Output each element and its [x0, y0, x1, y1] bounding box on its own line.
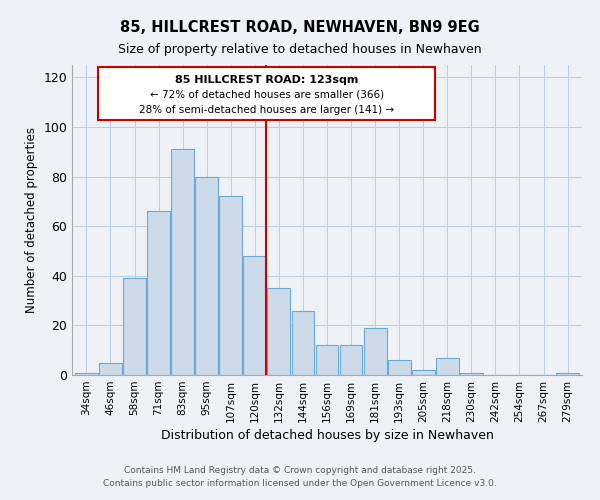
X-axis label: Distribution of detached houses by size in Newhaven: Distribution of detached houses by size …: [161, 429, 493, 442]
Y-axis label: Number of detached properties: Number of detached properties: [25, 127, 38, 313]
Bar: [220, 196, 242, 375]
Bar: [460, 372, 483, 375]
Bar: [556, 372, 579, 375]
Bar: [123, 278, 146, 375]
Bar: [195, 176, 218, 375]
Text: Contains HM Land Registry data © Crown copyright and database right 2025.
Contai: Contains HM Land Registry data © Crown c…: [103, 466, 497, 487]
Bar: [75, 372, 98, 375]
Bar: [316, 345, 338, 375]
Text: ← 72% of detached houses are smaller (366): ← 72% of detached houses are smaller (36…: [150, 90, 384, 100]
Bar: [436, 358, 459, 375]
Bar: [388, 360, 410, 375]
Bar: [147, 212, 170, 375]
Text: Size of property relative to detached houses in Newhaven: Size of property relative to detached ho…: [118, 42, 482, 56]
Bar: [292, 310, 314, 375]
Bar: [268, 288, 290, 375]
Bar: [99, 362, 122, 375]
FancyBboxPatch shape: [98, 68, 435, 120]
Text: 85, HILLCREST ROAD, NEWHAVEN, BN9 9EG: 85, HILLCREST ROAD, NEWHAVEN, BN9 9EG: [120, 20, 480, 35]
Bar: [340, 345, 362, 375]
Bar: [171, 150, 194, 375]
Bar: [244, 256, 266, 375]
Bar: [364, 328, 386, 375]
Bar: [412, 370, 434, 375]
Text: 28% of semi-detached houses are larger (141) →: 28% of semi-detached houses are larger (…: [139, 104, 394, 115]
Text: 85 HILLCREST ROAD: 123sqm: 85 HILLCREST ROAD: 123sqm: [175, 75, 359, 85]
